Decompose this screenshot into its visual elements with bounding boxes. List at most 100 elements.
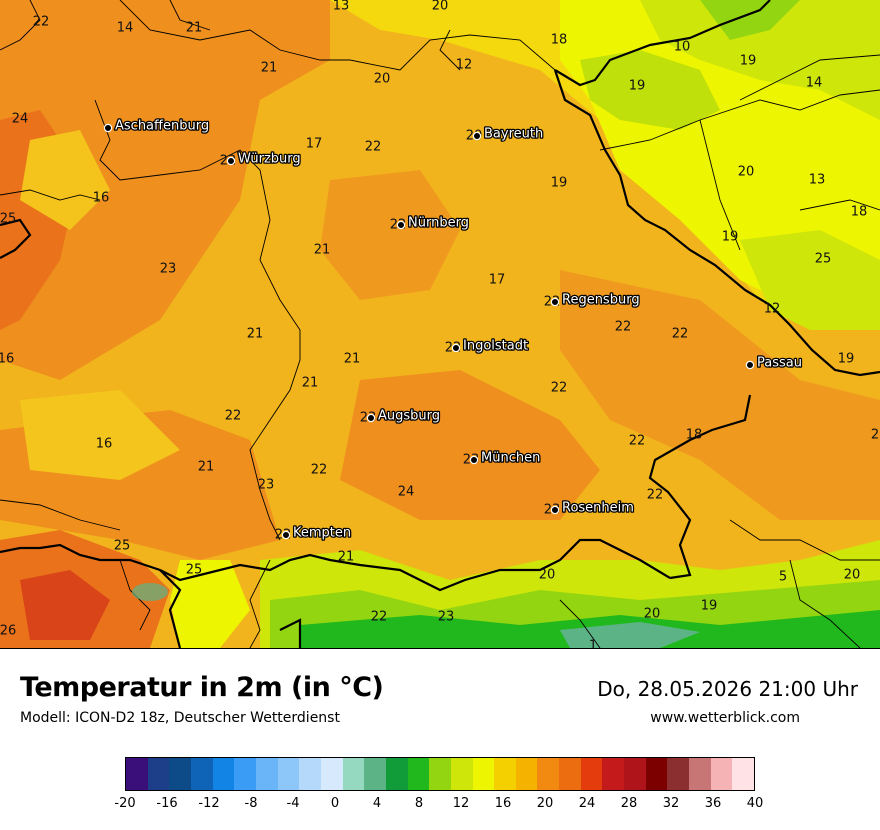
coolest-zone-north	[700, 0, 800, 40]
city-dot	[366, 413, 376, 423]
warm-zone-muenchen	[340, 370, 600, 520]
scale-color-segment	[429, 758, 451, 790]
hot-spot-lake-region	[20, 570, 110, 640]
city-name: Rosenheim	[562, 501, 634, 516]
temperature-value-label: 1	[589, 639, 597, 649]
alps-west-zone	[170, 560, 250, 648]
temperature-value-label: 20	[374, 72, 391, 87]
temperature-value-label: 18	[686, 428, 703, 443]
city-marker[interactable]: 22Ingolstadt	[445, 337, 530, 356]
city-name: Nürnberg	[408, 216, 469, 231]
scale-tick-label: 4	[372, 796, 382, 811]
temperature-value-label: 19	[551, 176, 568, 191]
forecast-datetime: Do, 28.05.2026 21:00 Uhr	[597, 677, 858, 701]
scale-tick-label: 0	[330, 796, 340, 811]
temperature-value-label: 5	[779, 570, 787, 585]
scale-tick-label: -20	[114, 796, 136, 811]
scale-color-segment	[299, 758, 321, 790]
temperature-value-label: 22	[615, 320, 632, 335]
scale-tick-label: 12	[452, 796, 470, 811]
city-marker[interactable]: 22Kempten	[275, 524, 353, 543]
scale-color-segment	[667, 758, 690, 790]
scale-color-segment	[364, 758, 386, 790]
scale-color-segment	[169, 758, 191, 790]
temperature-value-label: 24	[398, 485, 415, 500]
temperature-value-label: 22	[33, 15, 50, 30]
temperature-value-label: 2	[871, 428, 879, 443]
temperature-value-label: 22	[629, 434, 646, 449]
temperature-value-label: 20	[539, 568, 556, 583]
scale-color-segment	[689, 758, 711, 790]
city-dot	[103, 123, 113, 133]
city-marker[interactable]: 23München	[463, 449, 542, 468]
scale-color-segment	[732, 758, 755, 790]
scale-color-segment	[602, 758, 625, 790]
temperature-map[interactable]: 22 14 21 13 20 18 10 19 12 21 20 19 14 24 17 22 16 19 20 13…	[0, 0, 880, 649]
warm-zone-nuernberg	[320, 170, 460, 300]
city-name: München	[481, 451, 540, 466]
temperature-value-label: 20	[738, 165, 755, 180]
temperature-value-label: 22	[647, 488, 664, 503]
lake-bodensee	[132, 583, 168, 601]
temperature-value-label: 25	[114, 539, 131, 554]
city-dot	[550, 505, 560, 515]
scale-tick-label: 36	[704, 796, 722, 811]
temperature-value-label: 21	[314, 243, 331, 258]
temperature-value-label: 21	[261, 61, 278, 76]
temperature-value-label: 23	[438, 610, 455, 625]
scale-color-segment	[234, 758, 256, 790]
temperature-value-label: 25	[186, 563, 203, 578]
city-dot	[451, 343, 461, 353]
temperature-value-label: 22	[225, 409, 242, 424]
temperature-value-label: 19	[740, 54, 757, 69]
temperature-value-label: 20	[432, 0, 449, 14]
model-info: Modell: ICON-D2 18z, Deutscher Wetterdie…	[20, 710, 340, 726]
scale-color-segment	[385, 758, 408, 790]
city-dot	[745, 360, 755, 370]
temperature-value-label: 18	[851, 205, 868, 220]
city-marker[interactable]: 23Rosenheim	[544, 499, 636, 518]
temperature-value-label: 19	[838, 352, 855, 367]
cool-zone-fichtelgebirge	[580, 50, 720, 130]
city-dot	[281, 530, 291, 540]
temperature-value-label: 10	[674, 40, 691, 55]
temperature-value-label: 17	[306, 137, 323, 152]
city-marker[interactable]: 22Würzburg	[220, 150, 302, 169]
temperature-value-label: 19	[629, 79, 646, 94]
warm-zone-west	[0, 0, 330, 380]
temperature-value-label: 12	[456, 58, 473, 73]
scale-tick-label: -8	[244, 796, 258, 811]
website-link[interactable]: www.wetterblick.com	[650, 710, 800, 726]
city-name: Ingolstadt	[463, 339, 528, 354]
scale-color-segment	[147, 758, 170, 790]
temperature-value-label: 21	[247, 327, 264, 342]
temperature-value-label: 13	[809, 173, 826, 188]
chart-title: Temperatur in 2m (in °C)	[20, 672, 384, 703]
country-borders	[0, 0, 880, 648]
city-marker[interactable]: 22Nürnberg	[390, 214, 471, 233]
temperature-value-label: 14	[117, 21, 134, 36]
scale-tick-label: -4	[286, 796, 300, 811]
city-marker[interactable]: Passau	[745, 354, 803, 372]
temperature-value-label: 22	[311, 463, 328, 478]
temperature-value-label: 22	[371, 610, 388, 625]
cool-zone-bavarian-forest	[740, 230, 880, 330]
temperature-value-label: 21	[302, 376, 319, 391]
temperature-value-label: 20	[644, 607, 661, 622]
city-name: Kempten	[293, 526, 351, 541]
city-marker[interactable]: Aschaffenburg	[103, 117, 210, 135]
city-marker[interactable]: 20Bayreuth	[466, 125, 545, 144]
scale-color-segment	[342, 758, 365, 790]
city-name: Augsburg	[378, 409, 440, 424]
temperature-value-label: 25	[815, 252, 832, 267]
scale-color-segment	[472, 758, 495, 790]
city-marker[interactable]: 23Augsburg	[360, 407, 442, 426]
scale-color-segment	[212, 758, 235, 790]
temperature-value-label: 26	[0, 624, 16, 639]
scale-tick-label: 20	[536, 796, 554, 811]
city-dot	[472, 131, 482, 141]
city-marker[interactable]: 22Regensburg	[544, 291, 641, 310]
temperature-value-label: 16	[96, 437, 113, 452]
